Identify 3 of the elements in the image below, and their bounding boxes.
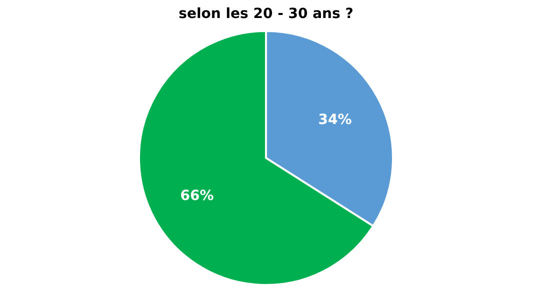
chart-title: selon les 20 - 30 ans ? [178,6,354,22]
data-label: 66% [180,188,214,204]
data-label: 34% [318,112,352,128]
